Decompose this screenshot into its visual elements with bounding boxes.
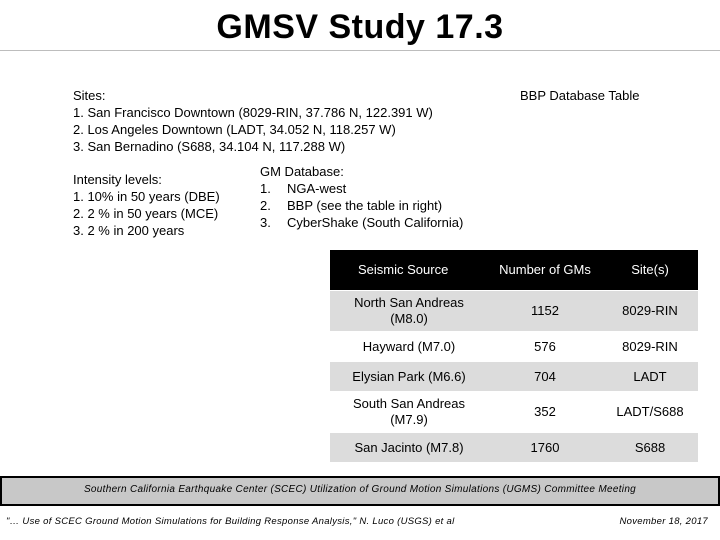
- intensity-list: 1. 10% in 50 years (DBE) 2. 2 % in 50 ye…: [73, 188, 220, 239]
- table-row: San Jacinto (M7.8) 1760 S688: [330, 432, 698, 462]
- sites-list: 1. San Francisco Downtown (8029-RIN, 37.…: [73, 104, 433, 155]
- gm-database-text: CyberShake (South California): [287, 215, 464, 230]
- table-cell: 1152: [488, 290, 602, 332]
- slide-title: GMSV Study 17.3: [216, 8, 504, 46]
- table-cell: North San Andreas (M8.0): [330, 290, 488, 332]
- meeting-footer-text: Southern California Earthquake Center (S…: [83, 484, 637, 495]
- table-cell: 352: [488, 391, 602, 433]
- gm-database-item: 1. NGA-west: [260, 180, 490, 197]
- table-header-row: Seismic Source Number of GMs Site(s): [330, 250, 698, 291]
- date-text: November 18, 2017: [619, 516, 708, 527]
- title-divider: [0, 50, 720, 51]
- sites-block: Sites: 1. San Francisco Downtown (8029-R…: [73, 87, 433, 155]
- table-cell: Hayward (M7.0): [330, 331, 488, 362]
- table-cell: 704: [488, 361, 602, 392]
- table-row: South San Andreas (M7.9) 352 LADT/S688: [330, 391, 698, 433]
- intensity-item: 3. 2 % in 200 years: [73, 223, 185, 238]
- citation-text: "… Use of SCEC Ground Motion Simulations…: [6, 516, 455, 527]
- table-cell: 576: [488, 331, 602, 362]
- table-cell: Elysian Park (M6.6): [330, 361, 488, 392]
- site-item: 2. Los Angeles Downtown (LADT, 34.052 N,…: [73, 122, 396, 137]
- sites-heading: Sites:: [73, 88, 106, 103]
- table-cell: South San Andreas (M7.9): [330, 391, 488, 433]
- column-header: Site(s): [602, 250, 698, 291]
- column-header: Seismic Source: [330, 250, 488, 291]
- table-cell: San Jacinto (M7.8): [330, 432, 488, 462]
- gm-database-text: NGA-west: [287, 181, 347, 196]
- table-row: North San Andreas (M8.0) 1152 8029-RIN: [330, 290, 698, 332]
- list-number: 2.: [260, 198, 271, 213]
- bbp-table-label: BBP Database Table: [520, 88, 640, 103]
- site-item: 1. San Francisco Downtown (8029-RIN, 37.…: [73, 105, 433, 120]
- table-row: Elysian Park (M6.6) 704 LADT: [330, 361, 698, 392]
- list-number: 1.: [260, 181, 271, 196]
- gm-database-block: GM Database: 1. NGA-west 2. BBP (see the t…: [260, 163, 490, 231]
- intensity-item: 1. 10% in 50 years (DBE): [73, 189, 220, 204]
- gm-database-text: BBP (see the table in right): [287, 198, 443, 213]
- list-number: 3.: [260, 215, 271, 230]
- gm-database-item: 2. BBP (see the table in right): [260, 197, 490, 214]
- site-item: 3. San Bernadino (S688, 34.104 N, 117.28…: [73, 139, 346, 154]
- table-cell: 1760: [488, 432, 602, 462]
- column-header: Number of GMs: [488, 250, 602, 291]
- table-cell: LADT/S688: [602, 391, 698, 433]
- intensity-block: Intensity levels: 1. 10% in 50 years (DB…: [73, 171, 220, 239]
- table-cell: LADT: [602, 361, 698, 392]
- bbp-database-table: Seismic Source Number of GMs Site(s) Nor…: [330, 250, 698, 462]
- gm-database-heading: GM Database:: [260, 164, 344, 179]
- intensity-item: 2. 2 % in 50 years (MCE): [73, 206, 219, 221]
- gm-database-list: 1. NGA-west 2. BBP (see the table in right…: [260, 180, 490, 231]
- table-cell: S688: [602, 432, 698, 462]
- table-row: Hayward (M7.0) 576 8029-RIN: [330, 331, 698, 362]
- intensity-heading: Intensity levels:: [73, 172, 162, 187]
- table-cell: 8029-RIN: [602, 290, 698, 332]
- meeting-footer-bar: Southern California Earthquake Center (S…: [0, 476, 720, 506]
- gm-database-item: 3. CyberShake (South California): [260, 214, 490, 231]
- table-cell: 8029-RIN: [602, 331, 698, 362]
